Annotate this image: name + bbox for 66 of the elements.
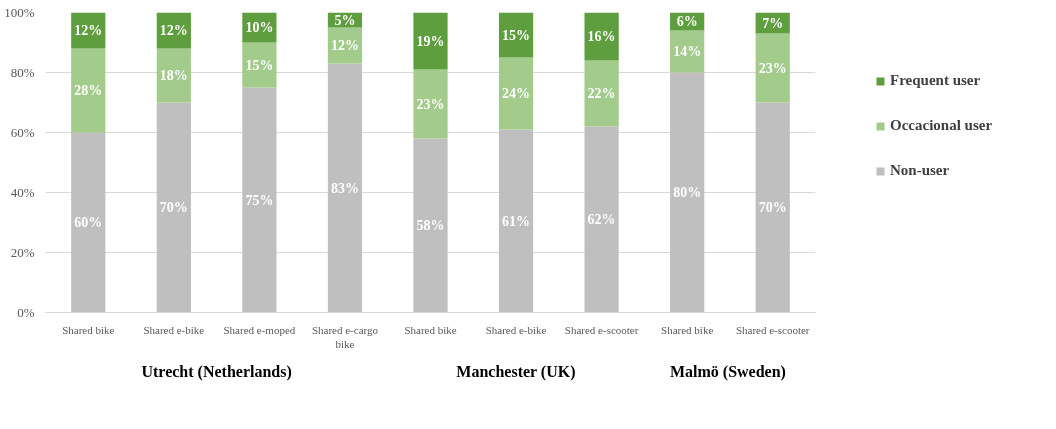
bar <box>242 42 277 88</box>
text: Manchester (UK) <box>456 362 576 381</box>
x-tick-label: Shared e-bike <box>485 323 547 336</box>
bar <box>584 60 619 127</box>
data-label: 75% <box>245 192 274 208</box>
x-tick-label: Shared bike <box>404 323 457 336</box>
data-label: 5% <box>334 12 356 28</box>
data-label: 70% <box>758 200 787 215</box>
data-label: 18% <box>159 68 188 83</box>
x-tick-label: Shared e-scooter <box>564 323 639 336</box>
data-label: 15% <box>245 57 274 73</box>
data-label: 70% <box>159 200 188 215</box>
data-label: 12% <box>330 38 359 53</box>
data-label: 15% <box>502 27 531 43</box>
data-label: 23% <box>416 96 445 112</box>
bar <box>156 48 191 103</box>
y-tick-label: 100% <box>4 5 35 20</box>
x-tick-label: Shared bike <box>62 323 115 336</box>
data-label: 83% <box>330 180 359 196</box>
data-label: 60% <box>74 215 103 230</box>
x-tick-label: Shared e-moped <box>223 323 296 336</box>
legend-label: Occacional user <box>890 117 993 134</box>
bar <box>413 69 448 139</box>
data-label: 12% <box>74 23 103 38</box>
data-label: 12% <box>159 23 188 38</box>
data-label: 23% <box>758 60 787 76</box>
bar <box>71 132 106 313</box>
y-tick-label: 60% <box>10 125 35 140</box>
bar <box>413 12 448 70</box>
data-label: 80% <box>673 185 702 200</box>
data-label: 10% <box>245 20 274 35</box>
bar <box>755 102 790 313</box>
x-tick-label: Shared bike <box>661 323 714 336</box>
y-tick-label: 20% <box>10 245 35 260</box>
bar <box>498 129 534 313</box>
text: Malmö (Sweden) <box>669 362 786 381</box>
data-label: 28% <box>74 83 103 98</box>
bar <box>242 87 277 313</box>
y-tick-label: 0% <box>17 305 35 320</box>
legend-label: Non-user <box>890 162 950 179</box>
y-tick-label: 40% <box>10 185 35 200</box>
data-label: 7% <box>762 15 784 31</box>
x-tick-label: Shared e-scooter <box>735 323 810 336</box>
bar <box>584 126 619 313</box>
bar <box>156 102 191 313</box>
legend-label: Frequent user <box>890 72 981 89</box>
data-label: 22% <box>587 86 616 101</box>
text: Utrecht (Netherlands) <box>141 362 292 381</box>
data-label: 14% <box>673 44 702 59</box>
bar <box>413 138 448 313</box>
x-tick-label: Shared e-bike <box>143 323 205 336</box>
bar <box>498 57 534 130</box>
bar <box>71 48 106 133</box>
data-label: 16% <box>587 29 616 44</box>
data-label: 61% <box>502 213 531 229</box>
x-tick-label: Shared e-cargo bike <box>311 323 379 350</box>
data-label: 58% <box>416 218 445 233</box>
bar <box>755 33 790 103</box>
bar <box>327 63 363 313</box>
y-tick-label: 80% <box>10 65 35 80</box>
data-label: 19% <box>416 33 445 49</box>
data-label: 62% <box>587 212 616 227</box>
bar <box>670 72 705 313</box>
data-label: 24% <box>502 86 531 101</box>
bar <box>498 12 534 58</box>
data-label: 6% <box>676 14 698 29</box>
